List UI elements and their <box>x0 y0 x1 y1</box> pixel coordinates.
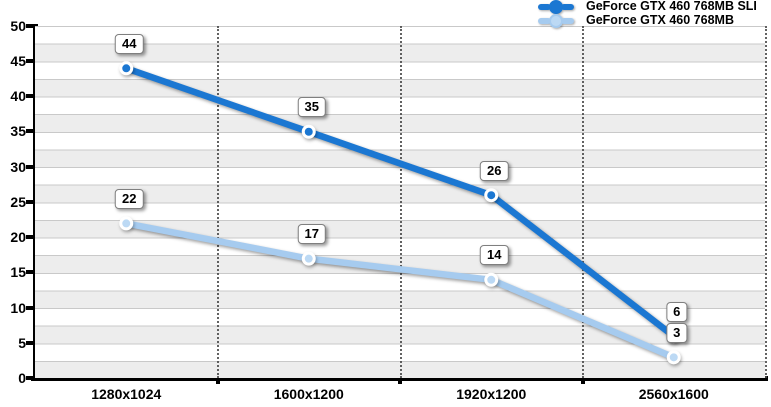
data-point <box>301 124 316 139</box>
data-point <box>666 349 681 364</box>
y-axis-tick <box>26 164 34 169</box>
y-axis-tick-label: 5 <box>18 334 26 351</box>
chart-canvas <box>119 60 681 364</box>
data-point <box>484 187 499 202</box>
y-axis-tick-label: 30 <box>10 158 26 175</box>
y-axis-tick <box>26 305 34 310</box>
data-point-label: 44 <box>115 33 144 54</box>
y-axis-tick-label: 10 <box>10 299 26 316</box>
data-point-label: 3 <box>666 322 688 343</box>
legend-dash-icon <box>538 17 551 24</box>
vertical-dotted-gridline <box>764 25 767 378</box>
legend-dot-icon <box>549 0 563 14</box>
data-point-label: 6 <box>666 301 688 322</box>
y-axis-tick <box>26 340 34 345</box>
legend-marker-line-dot-icon <box>538 13 578 28</box>
legend-marker-line-dot-icon <box>538 0 578 14</box>
data-point-label: 26 <box>480 160 509 181</box>
data-point <box>301 251 316 266</box>
data-point <box>119 215 134 230</box>
legend-dash-icon <box>538 3 551 10</box>
data-point-label: 22 <box>115 188 144 209</box>
legend-label: GeForce GTX 460 768MB <box>586 13 734 27</box>
data-point-label: 17 <box>297 224 326 245</box>
y-axis-tick <box>26 270 34 275</box>
legend-dot-icon <box>549 13 563 28</box>
legend-item-sli: GeForce GTX 460 768MB SLI <box>538 0 757 14</box>
y-axis-tick <box>26 23 34 28</box>
legend-item-single: GeForce GTX 460 768MB <box>538 13 757 28</box>
vertical-dotted-gridline <box>582 25 584 378</box>
series-line-1 <box>123 219 677 361</box>
y-axis-tick-label: 0 <box>18 370 26 386</box>
y-axis-tick <box>26 199 34 204</box>
legend-dash-icon <box>561 3 574 10</box>
y-axis-tick-label: 40 <box>10 88 26 104</box>
y-axis-tick-label: 25 <box>10 193 26 210</box>
y-axis-tick-label: 35 <box>10 123 26 140</box>
y-axis-tick-label: 45 <box>10 52 26 69</box>
x-axis-category-label: 1280x1024 <box>91 386 162 402</box>
data-point <box>119 60 134 75</box>
vertical-dotted-gridline <box>217 25 219 378</box>
x-axis-category-label: 2560x1600 <box>638 386 709 402</box>
y-axis-tick <box>26 58 34 63</box>
y-axis-tick-label: 50 <box>10 17 26 34</box>
y-axis-tick <box>26 129 34 134</box>
data-point-label: 35 <box>297 97 326 118</box>
y-axis-tick-label: 15 <box>10 264 26 281</box>
y-axis-tick-label: 20 <box>10 229 26 245</box>
plot-area: 44 35 26 6 22 17 14 3 <box>35 25 767 378</box>
data-point <box>484 272 499 287</box>
y-axis-tick <box>26 235 34 239</box>
series-line-0 <box>123 64 677 339</box>
vertical-dotted-gridline <box>399 25 402 378</box>
x-axis-category-label: 1920x1200 <box>456 386 527 402</box>
x-axis-category-label: 1600x1200 <box>273 386 344 402</box>
data-point-label: 14 <box>480 245 509 266</box>
y-axis-tick <box>26 94 34 98</box>
chart-legend: GeForce GTX 460 768MB SLI GeForce GTX 46… <box>538 0 757 28</box>
legend-dash-icon <box>561 17 574 24</box>
legend-label: GeForce GTX 460 768MB SLI <box>586 0 757 13</box>
y-axis-tick <box>26 376 34 380</box>
